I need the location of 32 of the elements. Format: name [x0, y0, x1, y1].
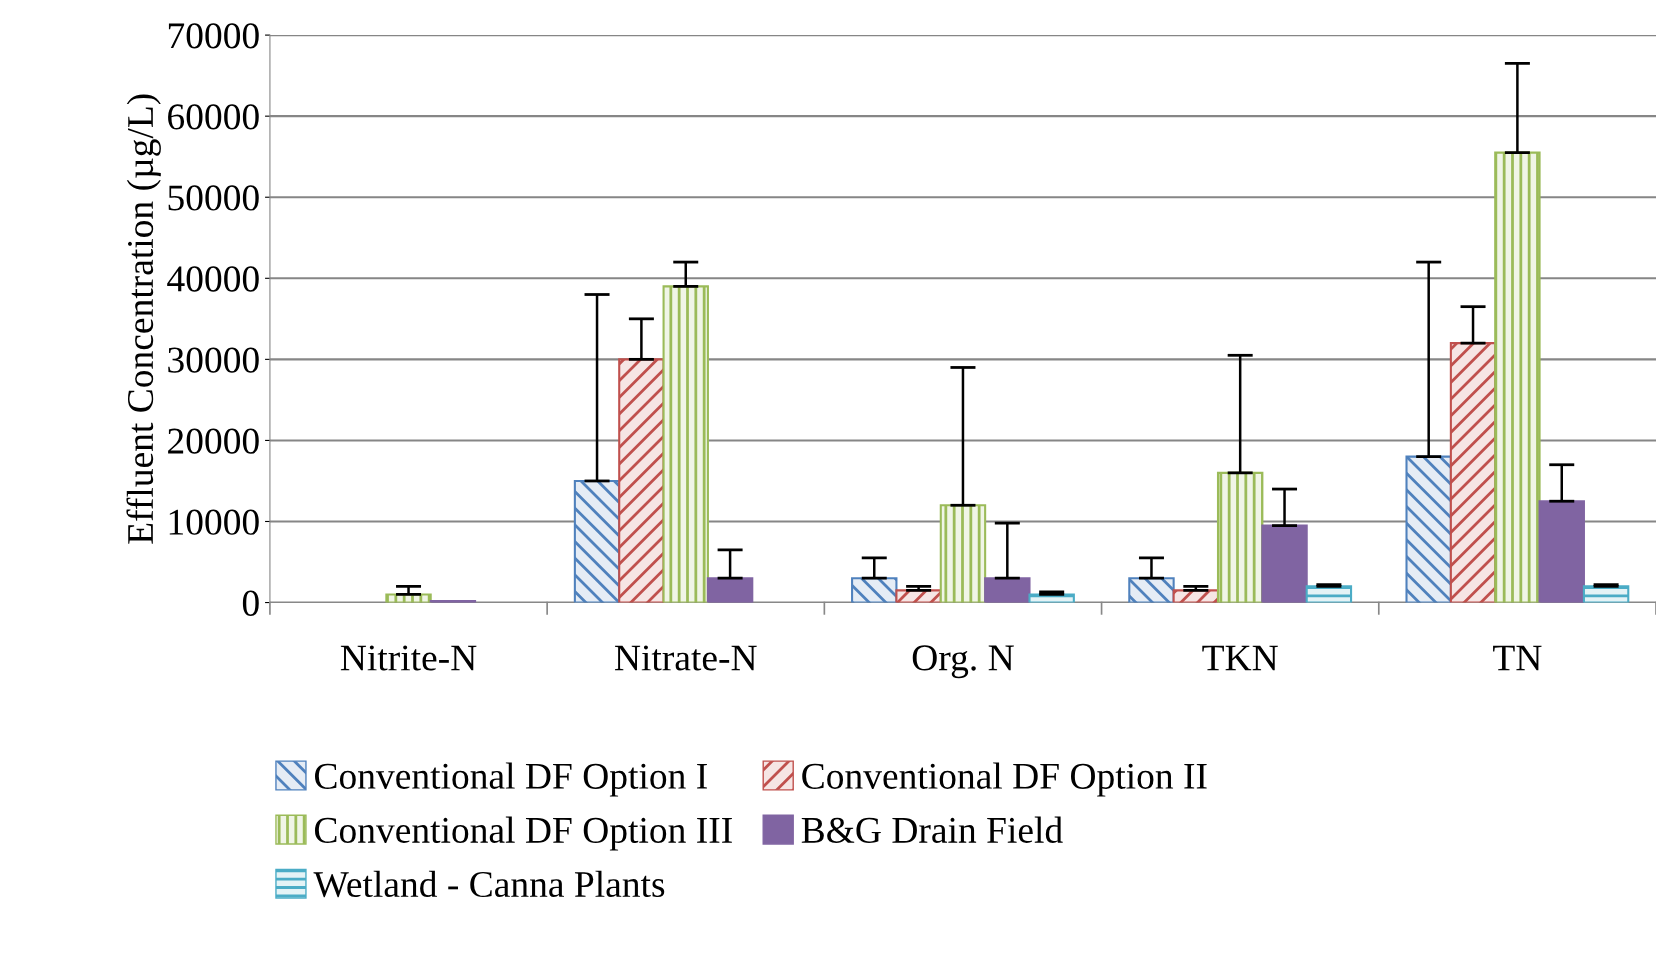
- bar: [1494, 151, 1541, 603]
- x-tick-label: Nitrate-N: [614, 645, 757, 671]
- legend-label: Conventional DF Option III: [315, 816, 732, 851]
- bar: [662, 285, 709, 603]
- y-axis-title: Effluent Concentration (µg/L): [126, 94, 161, 544]
- legend-label: Conventional DF Option I: [315, 762, 707, 797]
- x-tick-label: Nitrite-N: [340, 645, 477, 671]
- y-tick-label: 40000: [167, 266, 259, 292]
- legend-label: Conventional DF Option II: [802, 762, 1207, 797]
- y-tick-label: 0: [242, 590, 259, 616]
- bar: [618, 358, 665, 603]
- bar: [939, 504, 987, 603]
- legend-label: Wetland - Canna Plants: [313, 870, 665, 898]
- bar: [1538, 500, 1585, 603]
- bar: [1261, 524, 1308, 603]
- bar: [1128, 577, 1175, 603]
- y-tick-label: 60000: [168, 104, 259, 130]
- y-tick-label: 50000: [168, 185, 259, 211]
- y-tick-label: 20000: [168, 428, 259, 454]
- bar: [573, 479, 621, 603]
- y-tick-label: 10000: [169, 509, 259, 535]
- y-tick-label: 30000: [168, 347, 259, 373]
- bar: [1449, 342, 1497, 603]
- x-tick-label: Org. N: [912, 645, 1014, 679]
- legend-label: B&G Drain Field: [801, 816, 1063, 843]
- bar: [984, 577, 1031, 603]
- bar: [706, 577, 754, 603]
- x-tick-label: TN: [1493, 645, 1542, 671]
- bar: [1405, 455, 1452, 603]
- y-tick-label: 70000: [168, 23, 259, 49]
- x-tick-label: TKN: [1202, 645, 1278, 671]
- bar: [1216, 471, 1264, 603]
